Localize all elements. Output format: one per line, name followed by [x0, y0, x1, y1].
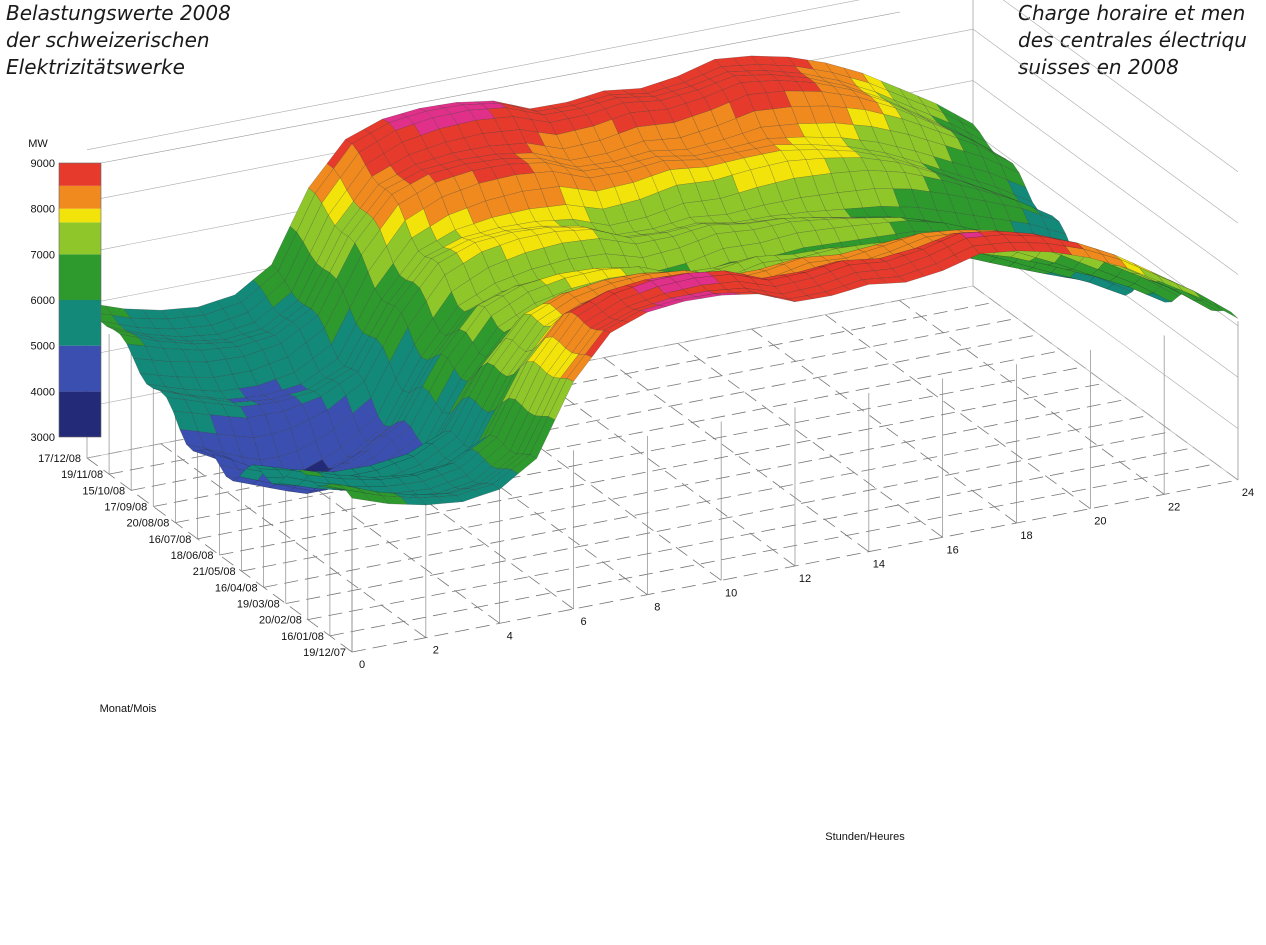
x-tick-label: 10 [725, 587, 737, 599]
color-scale-band [59, 300, 101, 346]
color-scale-band [59, 254, 101, 300]
y-tick-label: 20/08/08 [127, 518, 170, 530]
x-tick-label: 16 [947, 544, 959, 556]
x-tick-label: 2 [433, 645, 439, 657]
x-tick-label: 18 [1020, 530, 1032, 542]
x-axis-label: Stunden/Heures [825, 831, 905, 843]
y-tick-label: 16/01/08 [281, 631, 324, 643]
y-tick-label: 21/05/08 [193, 566, 236, 578]
x-tick-label: 4 [507, 630, 513, 642]
x-tick-label: 8 [654, 602, 660, 614]
y-tick-label: 20/02/08 [259, 615, 302, 627]
y-tick-label: 19/11/08 [61, 469, 103, 481]
y-tick-label: 16/04/08 [215, 582, 258, 594]
x-tick-label: 14 [873, 559, 885, 571]
color-scale-band [59, 209, 101, 223]
y-tick-label: 19/12/07 [303, 647, 346, 659]
z-axis-label: MW [28, 138, 48, 150]
z-tick-label: 4000 [31, 386, 55, 398]
x-tick-label: 6 [580, 616, 586, 628]
load-surface [87, 56, 1238, 505]
y-tick-label: 16/07/08 [149, 534, 192, 546]
color-scale-band [59, 222, 101, 254]
color-scale-legend [59, 163, 101, 437]
y-tick-label: 17/12/08 [38, 453, 81, 465]
x-tick-label: 12 [799, 573, 811, 585]
x-tick-label: 24 [1242, 487, 1254, 499]
y-tick-label: 15/10/08 [82, 485, 125, 497]
x-tick-label: 0 [359, 659, 365, 671]
z-tick-label: 8000 [31, 204, 55, 216]
y-axis-label: Monat/Mois [100, 703, 157, 715]
z-tick-label: 6000 [31, 295, 55, 307]
z-tick-label: 9000 [31, 158, 55, 170]
y-tick-label: 19/03/08 [237, 599, 280, 611]
z-tick-label: 3000 [31, 432, 55, 444]
z-tick-label: 5000 [31, 341, 55, 353]
z-tick-label: 7000 [31, 249, 55, 261]
color-scale-band [59, 346, 101, 392]
color-scale-band [59, 186, 101, 209]
x-tick-label: 20 [1094, 516, 1106, 528]
x-tick-label: 22 [1168, 501, 1180, 513]
color-scale-band [59, 391, 101, 437]
y-tick-label: 18/06/08 [171, 550, 214, 562]
y-tick-label: 17/09/08 [104, 502, 147, 514]
back-wall-line [973, 0, 1238, 172]
color-scale-band [59, 163, 101, 186]
